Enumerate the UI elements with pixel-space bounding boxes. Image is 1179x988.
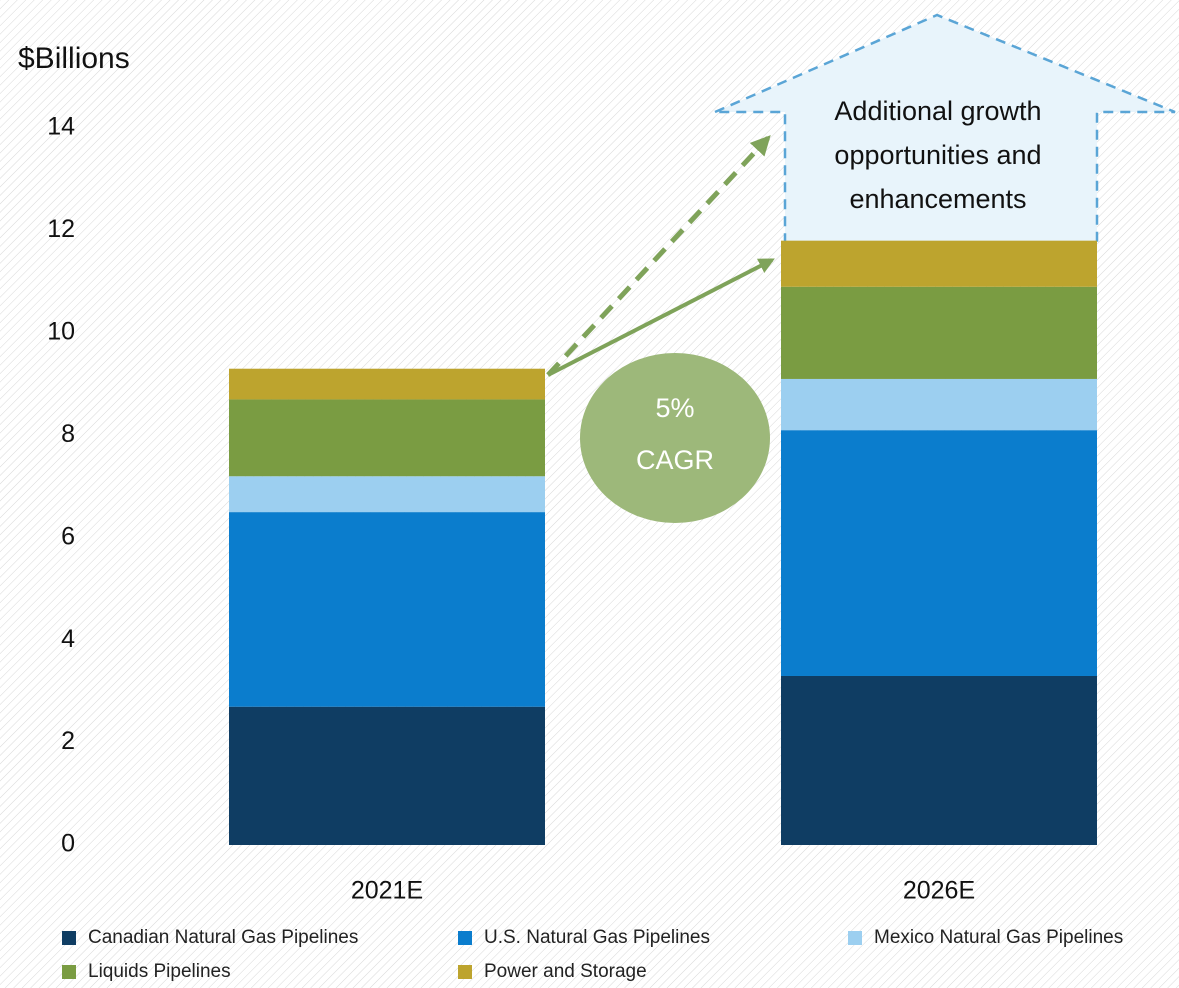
annotation: 5% [655, 393, 694, 423]
legend-swatch [458, 931, 472, 945]
bar-segment [781, 675, 1097, 845]
y-tick-label: 14 [47, 113, 75, 141]
legend-swatch [62, 931, 76, 945]
y-tick-label: 2 [61, 727, 75, 755]
cagr-bubble [580, 353, 770, 523]
bar-segment [229, 512, 545, 707]
bar-segment [781, 430, 1097, 676]
legend-label: U.S. Natural Gas Pipelines [484, 927, 710, 948]
y-tick-label: 4 [61, 625, 75, 653]
bar-segment [229, 706, 545, 845]
solid-arrow [547, 258, 775, 377]
x-tick-label: 2026E [903, 877, 975, 905]
legend-label: Canadian Natural Gas Pipelines [88, 927, 358, 948]
y-tick-label: 0 [61, 830, 75, 858]
bar-segment [781, 240, 1097, 287]
legend-swatch [458, 965, 472, 979]
legend-label: Power and Storage [484, 961, 647, 982]
growth-arrow [714, 13, 1176, 245]
y-tick-label: 10 [47, 317, 75, 345]
y-axis-label: $Billions [18, 42, 130, 75]
legend-swatch [62, 965, 76, 979]
bar-segment [781, 378, 1097, 431]
annotation: opportunities and [834, 140, 1041, 170]
bar-segment [229, 368, 545, 400]
dashed-arrow [546, 135, 771, 377]
x-tick-label: 2021E [351, 877, 423, 905]
annotation: enhancements [849, 184, 1026, 214]
y-tick-label: 6 [61, 522, 75, 550]
legend-label: Liquids Pipelines [88, 961, 231, 982]
y-tick-label: 8 [61, 420, 75, 448]
bar-segment [229, 476, 545, 513]
legend-swatch [848, 931, 862, 945]
y-tick-label: 12 [47, 215, 75, 243]
bar-segment [229, 399, 545, 477]
annotation: CAGR [636, 445, 714, 475]
legend-label: Mexico Natural Gas Pipelines [874, 927, 1123, 948]
annotation: Additional growth [834, 96, 1041, 126]
bar-segment [781, 286, 1097, 379]
